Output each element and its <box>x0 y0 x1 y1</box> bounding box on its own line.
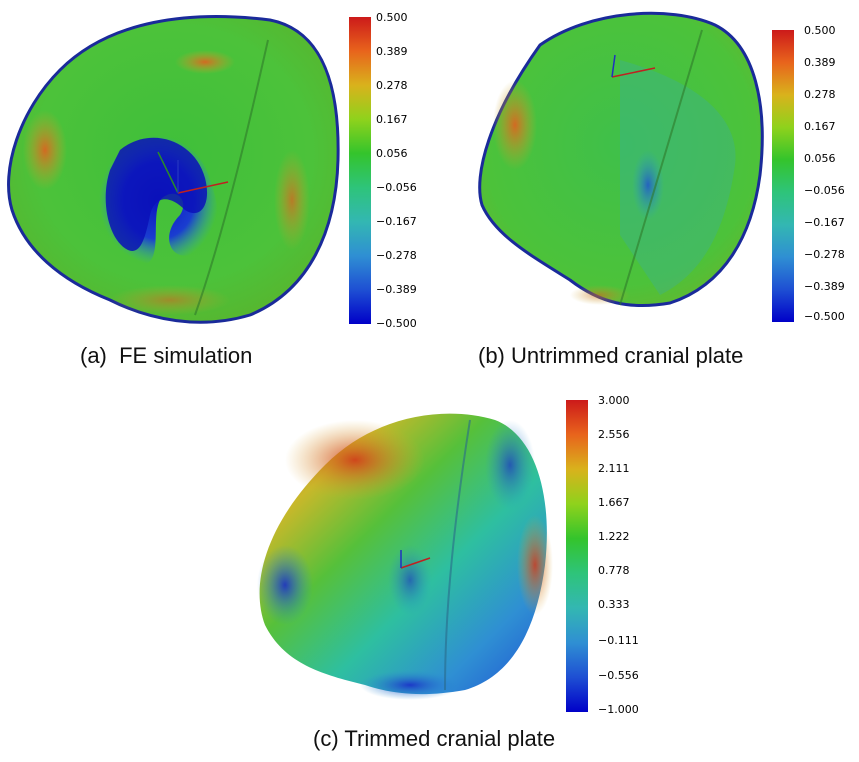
tick-label: 0.056 <box>376 147 408 160</box>
tick-label: 0.500 <box>376 11 408 24</box>
tick-label: −0.056 <box>804 184 845 197</box>
tick-label: −0.167 <box>804 216 845 229</box>
tick-label: −0.111 <box>598 634 639 647</box>
tick-label: 0.278 <box>804 88 836 101</box>
tick-label: 0.167 <box>804 120 836 133</box>
tick-label: −0.389 <box>376 283 417 296</box>
tick-label: 0.389 <box>804 56 836 69</box>
colorbar-b <box>772 30 794 322</box>
colorbar-a <box>349 17 371 324</box>
caption-c: (c) Trimmed cranial plate <box>313 726 556 751</box>
tick-label: −0.389 <box>804 280 845 293</box>
tick-label: 3.000 <box>598 394 630 407</box>
tick-label: −0.500 <box>804 310 845 323</box>
trimmed-plate-render <box>257 413 553 700</box>
caption-b: (b) Untrimmed cranial plate <box>478 343 744 368</box>
tick-label: −0.500 <box>376 317 417 330</box>
tick-label: −1.000 <box>598 703 639 716</box>
tick-label: −0.056 <box>376 181 417 194</box>
tick-label: −0.556 <box>598 669 639 682</box>
tick-label: 2.556 <box>598 428 630 441</box>
tick-label: −0.278 <box>376 249 417 262</box>
tick-label: 1.222 <box>598 530 630 543</box>
untrimmed-plate-render <box>478 11 764 308</box>
tick-label: 0.500 <box>804 24 836 37</box>
tick-label: 0.778 <box>598 564 630 577</box>
tick-label: 0.389 <box>376 45 408 58</box>
colorbar-c <box>566 400 588 712</box>
tick-label: 2.111 <box>598 462 630 475</box>
caption-a: (a) FE simulation <box>80 343 253 368</box>
tick-label: 0.278 <box>376 79 408 92</box>
tick-label: 1.667 <box>598 496 630 509</box>
tick-label: 0.333 <box>598 598 630 611</box>
tick-label: −0.167 <box>376 215 417 228</box>
tick-label: 0.056 <box>804 152 836 165</box>
fe-simulation-render <box>7 15 340 324</box>
tick-label: −0.278 <box>804 248 845 261</box>
tick-label: 0.167 <box>376 113 408 126</box>
